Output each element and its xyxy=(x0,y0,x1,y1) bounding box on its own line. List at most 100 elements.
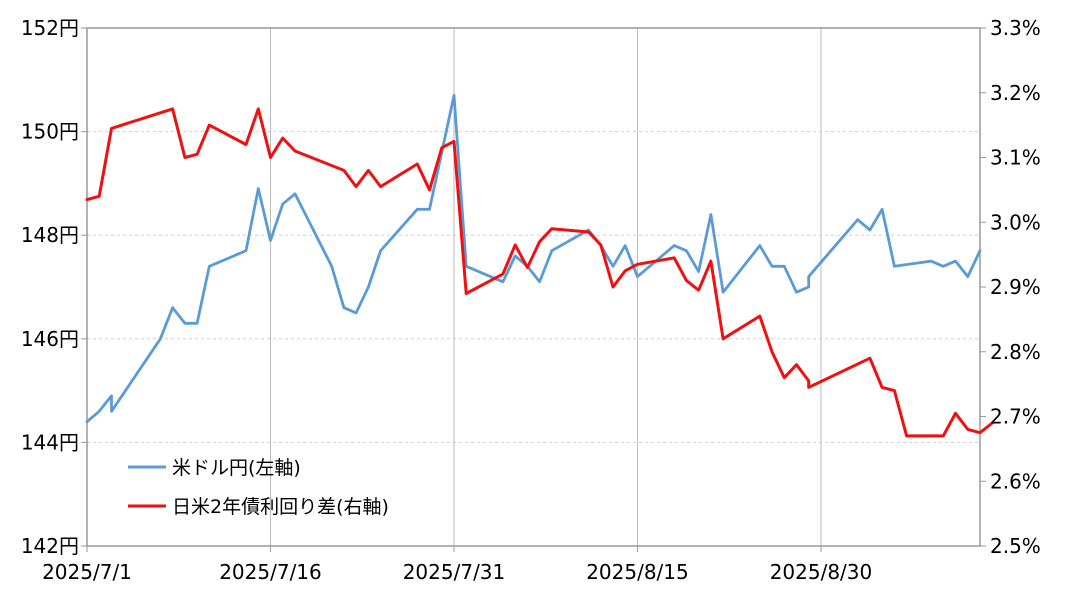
data-point-yield-spread xyxy=(526,266,529,269)
data-point-usdjpy xyxy=(355,312,357,314)
data-point-yield-spread xyxy=(771,351,773,353)
data-point-usdjpy xyxy=(979,249,981,252)
data-point-usdjpy xyxy=(171,306,174,309)
right-tick-label: 2.6% xyxy=(990,469,1041,493)
data-point-usdjpy xyxy=(416,208,419,211)
data-point-yield-spread xyxy=(991,422,993,424)
data-point-yield-spread xyxy=(281,137,284,139)
data-point-usdjpy xyxy=(807,286,810,288)
data-point-usdjpy xyxy=(502,281,504,283)
data-point-usdjpy xyxy=(110,395,113,397)
data-point-yield-spread xyxy=(184,156,186,159)
right-tick-label: 3.1% xyxy=(990,146,1041,170)
data-point-usdjpy xyxy=(208,265,211,268)
data-point-yield-spread xyxy=(893,389,896,392)
right-tick-label: 2.8% xyxy=(990,340,1041,364)
data-point-usdjpy xyxy=(330,265,333,268)
data-point-yield-spread xyxy=(587,231,590,233)
data-point-usdjpy xyxy=(636,275,639,278)
data-point-yield-spread xyxy=(355,185,357,188)
data-point-yield-spread xyxy=(416,163,419,165)
data-point-yield-spread xyxy=(807,386,810,389)
x-axis-ticks: 2025/7/1 2025/7/16 2025/7/31 2025/8/15 2025/… xyxy=(42,546,872,584)
left-tick-label: 146円 xyxy=(21,327,79,351)
data-point-yield-spread xyxy=(98,195,100,198)
data-point-usdjpy xyxy=(184,322,186,325)
data-point-usdjpy xyxy=(465,265,468,268)
data-point-yield-spread xyxy=(257,108,260,110)
data-point-yield-spread xyxy=(710,260,712,262)
data-point-yield-spread xyxy=(905,435,908,437)
left-tick-label: 150円 xyxy=(21,120,79,144)
data-point-yield-spread xyxy=(86,198,88,201)
data-point-yield-spread xyxy=(624,270,626,272)
data-point-yield-spread xyxy=(208,124,211,126)
data-point-yield-spread xyxy=(783,376,786,379)
data-point-usdjpy xyxy=(269,239,272,242)
data-point-usdjpy xyxy=(930,260,932,262)
data-point-usdjpy xyxy=(110,410,113,413)
data-point-yield-spread xyxy=(379,185,382,188)
data-point-yield-spread xyxy=(881,386,883,389)
data-point-yield-spread xyxy=(967,428,969,431)
data-point-usdjpy xyxy=(551,249,553,252)
data-point-usdjpy xyxy=(783,265,786,268)
x-tick-label: 2025/8/30 xyxy=(770,560,873,584)
data-point-usdjpy xyxy=(807,275,810,278)
data-point-yield-spread xyxy=(538,240,541,243)
data-point-usdjpy xyxy=(453,94,455,97)
data-point-yield-spread xyxy=(110,127,113,130)
data-point-yield-spread xyxy=(428,189,431,191)
series-layer xyxy=(85,93,994,438)
data-point-usdjpy xyxy=(685,249,688,252)
right-tick-label: 2.9% xyxy=(990,275,1041,299)
data-point-usdjpy xyxy=(856,218,859,221)
data-point-yield-spread xyxy=(600,244,602,246)
left-axis-ticks: 142円 144円 146円 148円 150円 152円 xyxy=(21,16,87,558)
gridlines xyxy=(87,131,980,443)
data-point-usdjpy xyxy=(538,281,541,283)
data-point-yield-spread xyxy=(171,108,174,110)
data-point-usdjpy xyxy=(954,260,957,262)
data-point-yield-spread xyxy=(612,286,614,288)
x-tick-label: 2025/7/1 xyxy=(42,560,132,584)
data-point-yield-spread xyxy=(673,257,675,259)
data-point-usdjpy xyxy=(98,410,100,413)
right-tick-label: 3.0% xyxy=(990,210,1041,234)
data-point-yield-spread xyxy=(343,169,345,172)
right-tick-label: 2.5% xyxy=(990,534,1041,558)
data-point-yield-spread xyxy=(196,153,198,156)
data-point-yield-spread xyxy=(795,363,798,366)
series-line-usdjpy xyxy=(85,93,982,424)
data-point-usdjpy xyxy=(367,286,370,288)
data-point-usdjpy xyxy=(196,322,198,325)
data-point-usdjpy xyxy=(967,275,969,278)
data-point-usdjpy xyxy=(245,249,247,252)
data-point-usdjpy xyxy=(795,291,798,294)
data-point-usdjpy xyxy=(869,229,871,231)
right-tick-label: 3.2% xyxy=(990,81,1041,105)
left-tick-label: 152円 xyxy=(21,16,79,40)
left-tick-label: 142円 xyxy=(21,534,79,558)
left-tick-label: 148円 xyxy=(21,223,79,247)
data-point-yield-spread xyxy=(269,156,272,159)
data-point-usdjpy xyxy=(587,229,590,231)
data-point-yield-spread xyxy=(685,279,688,282)
x-gridlines xyxy=(269,28,822,546)
data-point-usdjpy xyxy=(893,265,896,268)
right-axis-ticks: 2.5% 2.6% 2.7% 2.8% 2.9% 3.0% 3.1% 3.2% 3.3% xyxy=(980,16,1041,558)
data-point-yield-spread xyxy=(722,338,724,340)
data-point-usdjpy xyxy=(624,244,626,247)
data-point-yield-spread xyxy=(807,380,810,382)
data-point-usdjpy xyxy=(294,193,296,195)
data-point-yield-spread xyxy=(245,143,247,146)
data-point-usdjpy xyxy=(514,255,516,257)
data-point-usdjpy xyxy=(722,291,724,294)
legend: 米ドル円(左軸) 日米2年債利回り差(右軸) xyxy=(128,457,389,518)
data-point-usdjpy xyxy=(697,270,700,273)
data-point-yield-spread xyxy=(942,435,945,437)
right-tick-label: 2.7% xyxy=(990,405,1041,429)
legend-label-yield-spread: 日米2年債利回り差(右軸) xyxy=(172,496,389,518)
data-point-usdjpy xyxy=(86,420,88,423)
data-point-yield-spread xyxy=(367,169,370,172)
